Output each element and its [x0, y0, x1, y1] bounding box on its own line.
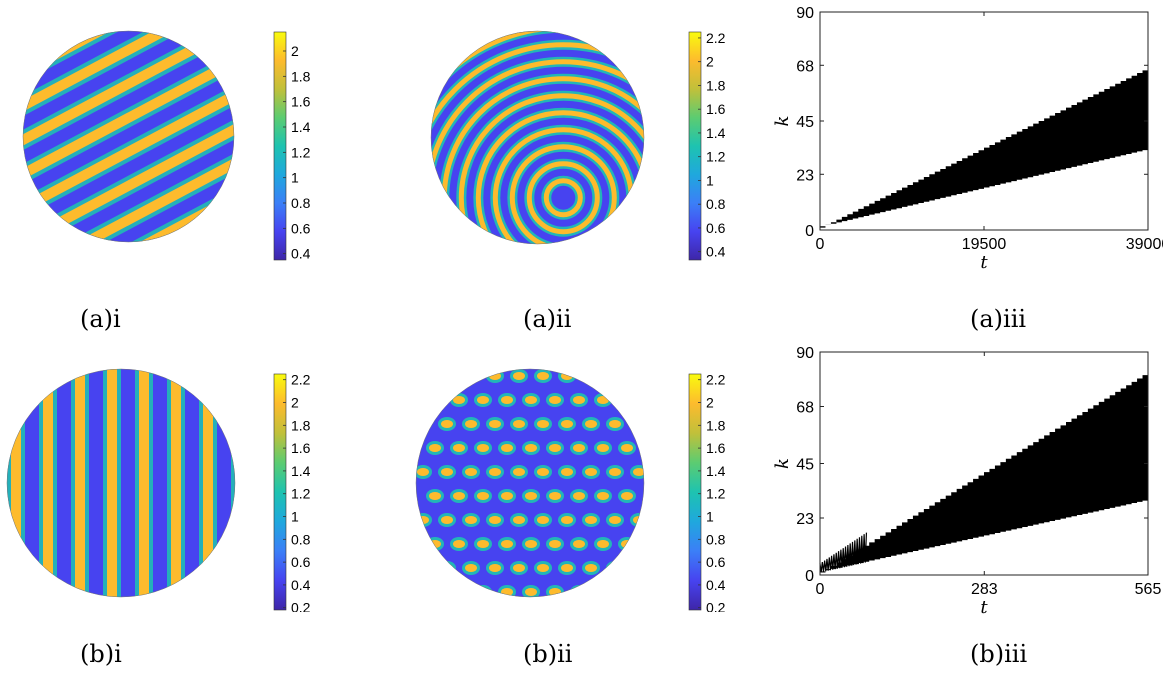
sphere-plot — [6, 368, 236, 598]
y-tick-label: 0 — [805, 568, 814, 585]
x-tick-label: 0 — [816, 581, 825, 598]
colorbar-tick-label: 2.2 — [291, 372, 311, 388]
caption-b-i: (b)i — [80, 640, 122, 668]
panel-a-i: 0.4 0.6 0.8 1 1.2 1.4 1.6 1.8 2 — [0, 0, 340, 340]
caption-a-iii: (a)iii — [970, 305, 1027, 333]
caption-b-iii: (b)iii — [970, 640, 1028, 668]
colorbar-tick-label: 1.8 — [706, 77, 726, 93]
colorbar-tick-label: 0.6 — [291, 220, 311, 236]
chart-b-iii: 0 283 565 0 23 45 68 90 t k — [770, 340, 1163, 640]
panel-b-i: 0.2 0.4 0.6 0.8 1 1.2 1.4 1.6 1.8 2 2.2 — [0, 360, 340, 620]
colorbar-tick-label: 1.2 — [291, 486, 311, 502]
colorbar-tick-label: 0.8 — [291, 531, 311, 547]
colorbar-tick-label: 1.6 — [706, 101, 726, 117]
colorbar-tick-label: 1.2 — [291, 144, 311, 160]
x-tick-label: 19500 — [962, 236, 1007, 253]
colorbar-tick-label: 0.8 — [706, 196, 726, 212]
colorbar-gradient — [688, 31, 702, 261]
y-tick-label: 90 — [796, 345, 814, 362]
colorbar-tick-label: 2 — [291, 395, 299, 411]
y-tick-label: 45 — [796, 457, 814, 474]
colorbar-gradient — [688, 373, 702, 611]
colorbar-tick-label: 1.8 — [706, 417, 726, 433]
colorbar-tick-label: 2.2 — [706, 30, 726, 46]
caption-b-ii: (b)ii — [523, 640, 573, 668]
colorbar-tick-label: 1.8 — [291, 417, 311, 433]
colorbar-tick-label: 1 — [706, 509, 714, 525]
x-axis-label: t — [980, 252, 988, 273]
colorbar-tick-label: 1.4 — [706, 463, 726, 479]
colorbar-tick-label: 0.8 — [706, 531, 726, 547]
sphere-plot — [22, 30, 235, 243]
x-tick-label: 0 — [816, 236, 825, 253]
colorbar-tick-label: 0.2 — [291, 600, 311, 612]
caption-a-i: (a)i — [80, 305, 121, 333]
colorbar-tick-label: 1 — [706, 172, 714, 188]
colorbar-tick-label: 2 — [291, 43, 299, 59]
colorbar: 0.2 0.4 0.6 0.8 1 1.2 1.4 1.6 1.8 2 2.2 — [685, 372, 745, 616]
colorbar-tick-label: 2 — [706, 54, 714, 70]
x-axis-label: t — [980, 597, 988, 618]
colorbar-tick-label: 1.6 — [706, 440, 726, 456]
colorbar-tick-label: 2.2 — [706, 372, 726, 388]
y-axis-label: k — [772, 458, 793, 469]
colorbar-tick-label: 1.4 — [291, 119, 311, 135]
colorbar: 0.4 0.6 0.8 1 1.2 1.4 1.6 1.8 2 — [270, 30, 330, 262]
panel-b-ii: 0.2 0.4 0.6 0.8 1 1.2 1.4 1.6 1.8 2 2.2 — [400, 360, 740, 620]
colorbar-tick-label: 0.6 — [706, 554, 726, 570]
colorbar: 0.4 0.6 0.8 1 1.2 1.4 1.6 1.8 2 2.2 — [685, 30, 745, 262]
y-tick-label: 23 — [796, 511, 814, 528]
colorbar-tick-label: 1 — [291, 170, 299, 186]
colorbar-gradient — [273, 373, 287, 611]
y-tick-label: 90 — [796, 5, 814, 22]
y-tick-label: 68 — [796, 400, 814, 417]
colorbar: 0.2 0.4 0.6 0.8 1 1.2 1.4 1.6 1.8 2 2.2 — [270, 372, 330, 616]
colorbar-tick-label: 1.6 — [291, 94, 311, 110]
colorbar-tick-label: 0.8 — [291, 195, 311, 211]
x-tick-label: 565 — [1135, 581, 1162, 598]
caption-a-ii: (a)ii — [523, 305, 572, 333]
colorbar-tick-label: 0.4 — [706, 244, 726, 260]
colorbar-tick-label: 0.6 — [706, 220, 726, 236]
x-tick-label: 283 — [971, 581, 998, 598]
y-tick-label: 68 — [796, 58, 814, 75]
colorbar-tick-label: 1.4 — [291, 463, 311, 479]
sphere-plot — [430, 30, 645, 245]
y-tick-label: 45 — [796, 114, 814, 131]
chart-band — [820, 371, 1148, 573]
colorbar-tick-label: 1.4 — [706, 125, 726, 141]
panel-a-ii: 0.4 0.6 0.8 1 1.2 1.4 1.6 1.8 2 2.2 — [400, 0, 740, 340]
colorbar-tick-label: 2 — [706, 395, 714, 411]
colorbar-tick-label: 1.8 — [291, 68, 311, 84]
colorbar-tick-label: 0.4 — [706, 577, 726, 593]
colorbar-tick-label: 0.4 — [291, 577, 311, 593]
colorbar-tick-label: 0.2 — [706, 600, 726, 612]
colorbar-tick-label: 1 — [291, 509, 299, 525]
colorbar-tick-label: 1.2 — [706, 486, 726, 502]
colorbar-tick-label: 0.6 — [291, 554, 311, 570]
chart-oscillation — [819, 532, 868, 573]
colorbar-tick-label: 1.2 — [706, 149, 726, 165]
y-tick-label: 0 — [805, 223, 814, 240]
colorbar-gradient — [273, 31, 287, 261]
colorbar-tick-label: 0.4 — [291, 246, 311, 262]
colorbar-tick-label: 1.6 — [291, 440, 311, 456]
sphere-plot — [415, 368, 645, 598]
y-tick-label: 23 — [796, 167, 814, 184]
chart-band — [820, 67, 1148, 228]
y-axis-label: k — [772, 116, 793, 127]
